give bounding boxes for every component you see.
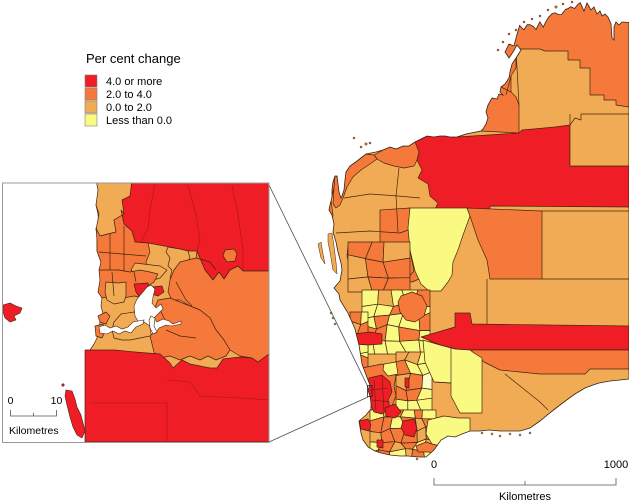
svg-text:10: 10 — [51, 395, 63, 407]
svg-text:Per cent change: Per cent change — [86, 51, 181, 66]
svg-text:Less than 0.0: Less than 0.0 — [106, 115, 172, 127]
svg-text:4.0 or more: 4.0 or more — [106, 76, 162, 88]
svg-text:0: 0 — [8, 395, 14, 407]
svg-text:Kilometres: Kilometres — [499, 491, 551, 503]
svg-text:1000: 1000 — [604, 459, 628, 471]
svg-text:Kilometres: Kilometres — [9, 425, 59, 437]
svg-text:0.0 to 2.0: 0.0 to 2.0 — [106, 102, 152, 114]
svg-text:2.0 to 4.0: 2.0 to 4.0 — [106, 89, 152, 101]
svg-text:0: 0 — [431, 459, 437, 471]
